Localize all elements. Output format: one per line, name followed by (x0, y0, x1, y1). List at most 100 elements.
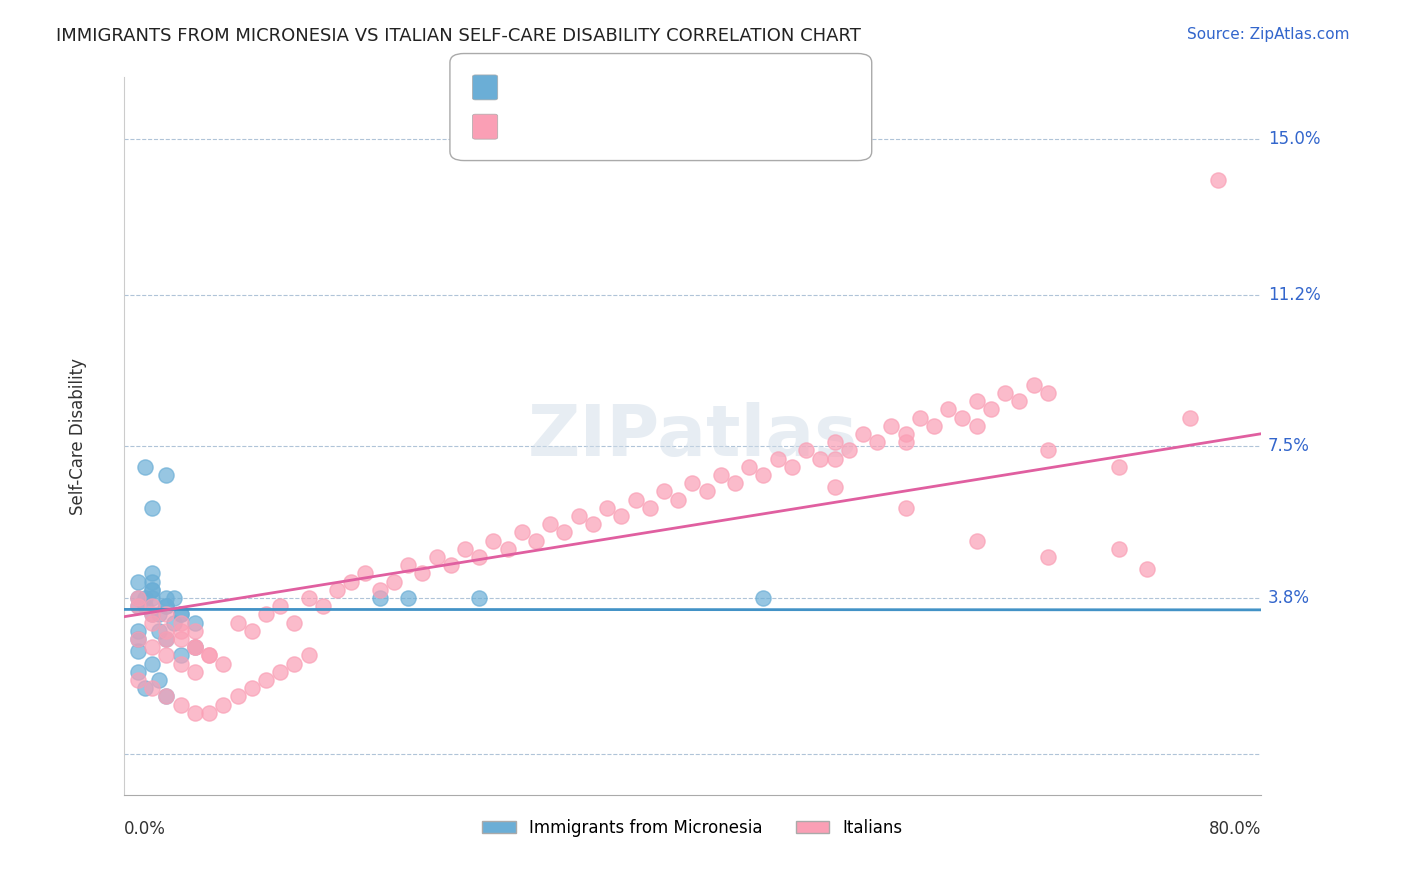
Text: 80.0%: 80.0% (1209, 820, 1261, 838)
Point (382, 574, 405, 589)
Point (184, 665, 207, 679)
Point (952, 410, 974, 425)
Point (922, 418, 945, 433)
Point (624, 492, 647, 507)
Legend: Immigrants from Micronesia, Italians: Immigrants from Micronesia, Italians (475, 813, 910, 844)
Point (226, 615, 249, 630)
Point (894, 427, 917, 442)
Point (1036, 443, 1059, 458)
Point (283, 615, 305, 630)
Point (184, 624, 207, 638)
Point (226, 690, 249, 704)
Point (170, 648, 193, 663)
Point (524, 533, 547, 548)
Point (1178, 410, 1201, 425)
Point (794, 443, 817, 458)
Point (162, 615, 184, 630)
Point (340, 574, 363, 589)
Point (326, 582, 349, 597)
Point (425, 549, 447, 564)
Point (880, 418, 903, 433)
Point (155, 599, 177, 614)
Text: Source: ZipAtlas.com: Source: ZipAtlas.com (1187, 27, 1350, 42)
Point (127, 591, 149, 605)
Point (212, 657, 235, 671)
Point (440, 558, 463, 573)
Point (681, 476, 703, 491)
Point (838, 443, 860, 458)
Point (269, 665, 291, 679)
Point (1008, 394, 1031, 409)
Point (966, 394, 988, 409)
Point (368, 582, 391, 597)
Point (141, 500, 163, 515)
Point (738, 459, 761, 474)
Point (596, 500, 619, 515)
Point (994, 386, 1017, 401)
Point (468, 549, 491, 564)
Point (212, 698, 235, 712)
Point (148, 607, 170, 622)
Point (127, 673, 149, 687)
Point (198, 648, 221, 663)
Point (396, 558, 419, 573)
Point (582, 517, 605, 532)
Point (482, 533, 505, 548)
Point (824, 435, 846, 450)
Point (184, 640, 207, 655)
Point (184, 615, 207, 630)
Point (141, 591, 163, 605)
Point (568, 508, 591, 523)
Point (127, 599, 149, 614)
Point (155, 624, 177, 638)
Point (538, 517, 561, 532)
Point (155, 607, 177, 622)
Point (170, 698, 193, 712)
Point (1208, 173, 1230, 187)
Point (966, 418, 988, 433)
Point (134, 459, 156, 474)
Point (141, 681, 163, 695)
Point (396, 591, 419, 605)
Point (127, 632, 149, 646)
Point (155, 632, 177, 646)
Point (1036, 386, 1059, 401)
Point (254, 673, 277, 687)
Point (155, 648, 177, 663)
Text: 7.5%: 7.5% (1268, 437, 1310, 455)
Point (269, 599, 291, 614)
Point (724, 476, 747, 491)
Point (240, 681, 263, 695)
Point (134, 681, 156, 695)
Point (652, 484, 675, 499)
Point (240, 624, 263, 638)
Point (141, 640, 163, 655)
Point (752, 591, 775, 605)
Text: IMMIGRANTS FROM MICRONESIA VS ITALIAN SELF-CARE DISABILITY CORRELATION CHART: IMMIGRANTS FROM MICRONESIA VS ITALIAN SE… (56, 27, 860, 45)
Point (1036, 549, 1059, 564)
Point (141, 657, 163, 671)
Point (496, 541, 519, 556)
Point (368, 591, 391, 605)
Point (155, 591, 177, 605)
Point (966, 533, 988, 548)
Point (752, 468, 775, 483)
Text: 11.2%: 11.2% (1268, 285, 1320, 303)
Point (354, 566, 377, 581)
Point (894, 435, 917, 450)
Point (766, 451, 789, 466)
Point (141, 582, 163, 597)
Point (155, 690, 177, 704)
Point (1108, 459, 1130, 474)
Point (454, 541, 477, 556)
Point (894, 500, 917, 515)
Point (283, 657, 305, 671)
Point (127, 574, 149, 589)
Point (1108, 541, 1130, 556)
Point (254, 607, 277, 622)
Point (170, 607, 193, 622)
Point (553, 525, 575, 540)
Point (824, 451, 846, 466)
Text: Self-Care Disability: Self-Care Disability (69, 358, 87, 515)
Point (780, 459, 803, 474)
